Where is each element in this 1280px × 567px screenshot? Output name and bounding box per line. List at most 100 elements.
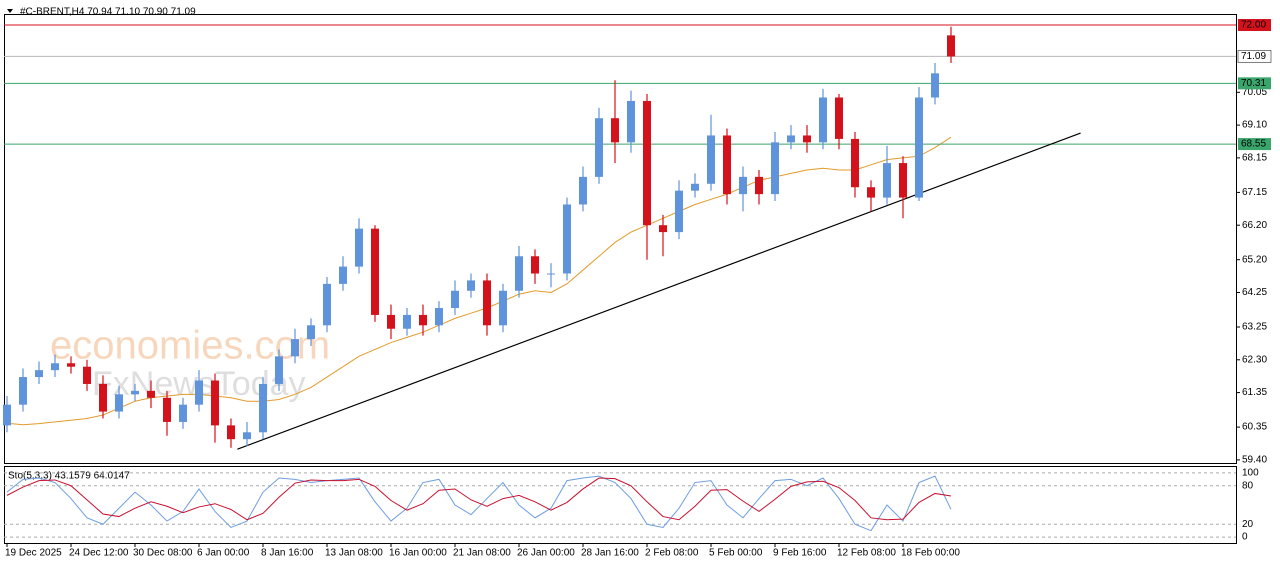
candle-body: [627, 100, 635, 143]
candle-body: [291, 339, 299, 357]
candle-body: [259, 383, 267, 433]
x-tick-label: 6 Jan 00:00: [197, 548, 250, 559]
candle-body: [131, 390, 139, 395]
candle-body: [163, 397, 171, 422]
y-tick-label: 63.25: [1242, 322, 1267, 333]
price-frame: [4, 14, 1237, 464]
level-label-box: [1238, 77, 1271, 90]
candle-body: [579, 176, 587, 205]
candle-body: [947, 35, 955, 57]
y-tick-label: 62.30: [1242, 354, 1267, 365]
stoch-tick-label: 80: [1242, 480, 1254, 491]
y-tick-label: 59.40: [1242, 455, 1267, 466]
candle-body: [243, 432, 251, 440]
x-tick-label: 2 Feb 08:00: [645, 548, 699, 559]
x-tick-label: 12 Feb 08:00: [837, 548, 896, 559]
candle-body: [547, 273, 555, 275]
candle-body: [739, 176, 747, 195]
candle-body: [771, 142, 779, 195]
candle-body: [211, 380, 219, 426]
level-label-box: [1238, 19, 1271, 32]
candle-body: [371, 228, 379, 315]
candle-body: [803, 135, 811, 143]
moving-average: [6, 136, 952, 426]
candle-body: [691, 183, 699, 191]
current-price-box: [1237, 50, 1272, 63]
candle-body: [723, 135, 731, 195]
x-tick-label: 26 Jan 00:00: [517, 548, 575, 559]
candle-body: [931, 73, 939, 98]
y-tick-label: 61.35: [1242, 387, 1267, 398]
candle-body: [387, 314, 395, 329]
x-tick-label: 5 Feb 00:00: [709, 548, 763, 559]
candle-body: [3, 404, 11, 426]
candle-body: [451, 290, 459, 309]
candle-body: [435, 308, 443, 326]
y-tick-label: 66.20: [1242, 220, 1267, 231]
candle-body: [675, 190, 683, 233]
candle-body: [99, 383, 107, 412]
stochastic-frame: [4, 466, 1237, 544]
x-tick-label: 24 Dec 12:00: [69, 548, 129, 559]
candle-body: [515, 256, 523, 291]
x-tick-label: 16 Jan 00:00: [389, 548, 447, 559]
candle-body: [467, 280, 475, 291]
x-tick-label: 18 Feb 00:00: [901, 548, 960, 559]
candle-body: [595, 118, 603, 177]
candle-body: [835, 97, 843, 139]
candle-body: [355, 228, 363, 267]
x-tick-label: 28 Jan 16:00: [581, 548, 639, 559]
y-tick-label: 68.15: [1242, 153, 1267, 164]
stoch-tick-label: 0: [1242, 532, 1248, 543]
candle-body: [179, 404, 187, 422]
candle-body: [851, 138, 859, 188]
candle-body: [67, 363, 75, 367]
candle-body: [339, 266, 347, 284]
candle-body: [19, 377, 27, 405]
candle-body: [755, 176, 763, 195]
candle-body: [787, 135, 795, 143]
y-tick-label: 67.15: [1242, 187, 1267, 198]
x-tick-label: 9 Feb 16:00: [773, 548, 827, 559]
candle-body: [227, 425, 235, 440]
x-tick-label: 19 Dec 2025: [5, 548, 62, 559]
level-label-box: [1238, 138, 1271, 151]
candle-body: [307, 325, 315, 340]
x-tick-label: 30 Dec 08:00: [133, 548, 193, 559]
y-tick-label: 64.25: [1242, 287, 1267, 298]
y-tick-label: 70.05: [1242, 87, 1267, 98]
candle-body: [899, 163, 907, 198]
candle-body: [115, 394, 123, 412]
candle-body: [563, 204, 571, 274]
stoch-tick-label: 20: [1242, 519, 1254, 530]
candle-body: [531, 256, 539, 274]
candle-body: [883, 163, 891, 198]
candle-body: [275, 356, 283, 384]
x-tick-label: 21 Jan 08:00: [453, 548, 511, 559]
x-tick-label: 8 Jan 16:00: [261, 548, 314, 559]
candle-body: [35, 370, 43, 378]
candle-body: [611, 118, 619, 143]
candle-body: [483, 280, 491, 326]
candle-body: [643, 100, 651, 226]
watermark: economies.com: [50, 324, 330, 368]
candle-body: [819, 97, 827, 143]
menu-arrow[interactable]: [7, 9, 13, 13]
candle-body: [323, 283, 331, 326]
level-label: 72.00: [1241, 20, 1266, 31]
x-tick-label: 13 Jan 08:00: [325, 548, 383, 559]
candle-body: [915, 97, 923, 198]
y-tick-label: 60.35: [1242, 422, 1267, 433]
stoch-tick-label: 100: [1242, 468, 1259, 479]
stochastic-label: Sto(5,3,3) 43.1579 64.0147: [8, 471, 130, 482]
level-label: 70.31: [1241, 78, 1266, 89]
current-price-label: 71.09: [1241, 51, 1266, 62]
candle-body: [659, 225, 667, 233]
y-tick-label: 69.10: [1242, 120, 1267, 131]
candle-body: [147, 390, 155, 398]
candle-body: [499, 290, 507, 326]
candle-body: [195, 380, 203, 405]
candle-body: [51, 363, 59, 371]
